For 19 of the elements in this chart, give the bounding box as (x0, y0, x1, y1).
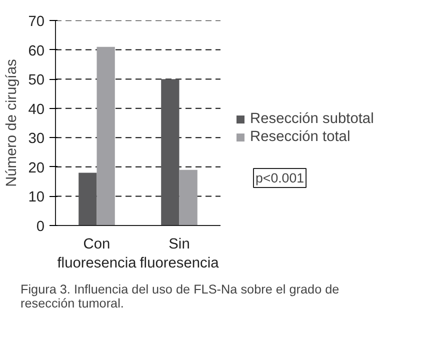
text: Figura 3. Influencia del uso de FLS-Na sobre el grado de resección tumoral. (20, 282, 340, 310)
legend-label: Resección total (250, 129, 350, 145)
y-tick-label: 0 (36, 219, 45, 235)
text: p<0.001 (256, 170, 304, 186)
y-tick-label: 70 (28, 14, 45, 30)
bar (161, 79, 180, 226)
bar (96, 46, 115, 226)
y-axis-title: Número de cirugías (4, 59, 20, 187)
y-tick-label: 60 (28, 43, 45, 60)
y-tick-label: 20 (28, 160, 45, 176)
y-tick-label: 50 (28, 72, 45, 89)
y-tick-label: 40 (28, 102, 45, 118)
y-tick-label: 30 (28, 131, 45, 148)
bar (179, 170, 198, 226)
x-tick-label: Sin fluoresencia (140, 236, 220, 272)
x-tick-label: Con fluoresencia (57, 236, 138, 272)
legend-label: Resección subtotal (250, 111, 374, 127)
y-tick-label: 10 (28, 190, 45, 206)
bar (78, 172, 97, 226)
